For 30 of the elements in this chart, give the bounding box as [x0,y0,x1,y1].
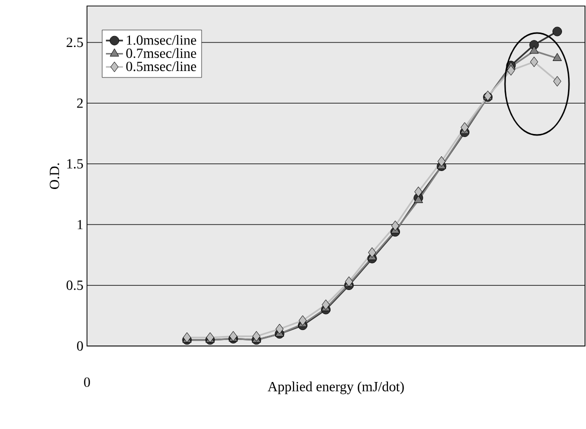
point [530,56,538,68]
point [552,52,562,61]
y-tick-label: 0.5 [66,280,83,290]
y-tick-label: 2.5 [66,38,83,48]
point [414,186,422,198]
y-tick-label: 0 [77,341,83,351]
y-axis-title: O.D. [50,163,60,189]
point [460,122,469,133]
point [553,76,562,87]
point [391,220,400,232]
point [182,332,191,343]
legend-label: 0.7msec/line [126,48,196,58]
y-tick-label: 1 [78,220,83,230]
point [298,315,307,326]
legend-label: 1.0msec/line [126,34,196,45]
point [252,331,260,342]
point [368,247,376,258]
x-axis-title: Applied energy (mJ/dot) [268,382,404,394]
point [506,65,515,76]
legend-label: 0.5msec/line [126,61,196,72]
point [530,46,539,54]
point [206,332,214,343]
point [322,299,330,310]
y-tick-label: 1.5 [67,159,83,169]
text: 0 [84,378,90,387]
point [276,324,284,334]
point [552,26,562,36]
point [344,276,353,287]
y-tick-label: 2 [77,98,83,108]
point [438,156,446,167]
